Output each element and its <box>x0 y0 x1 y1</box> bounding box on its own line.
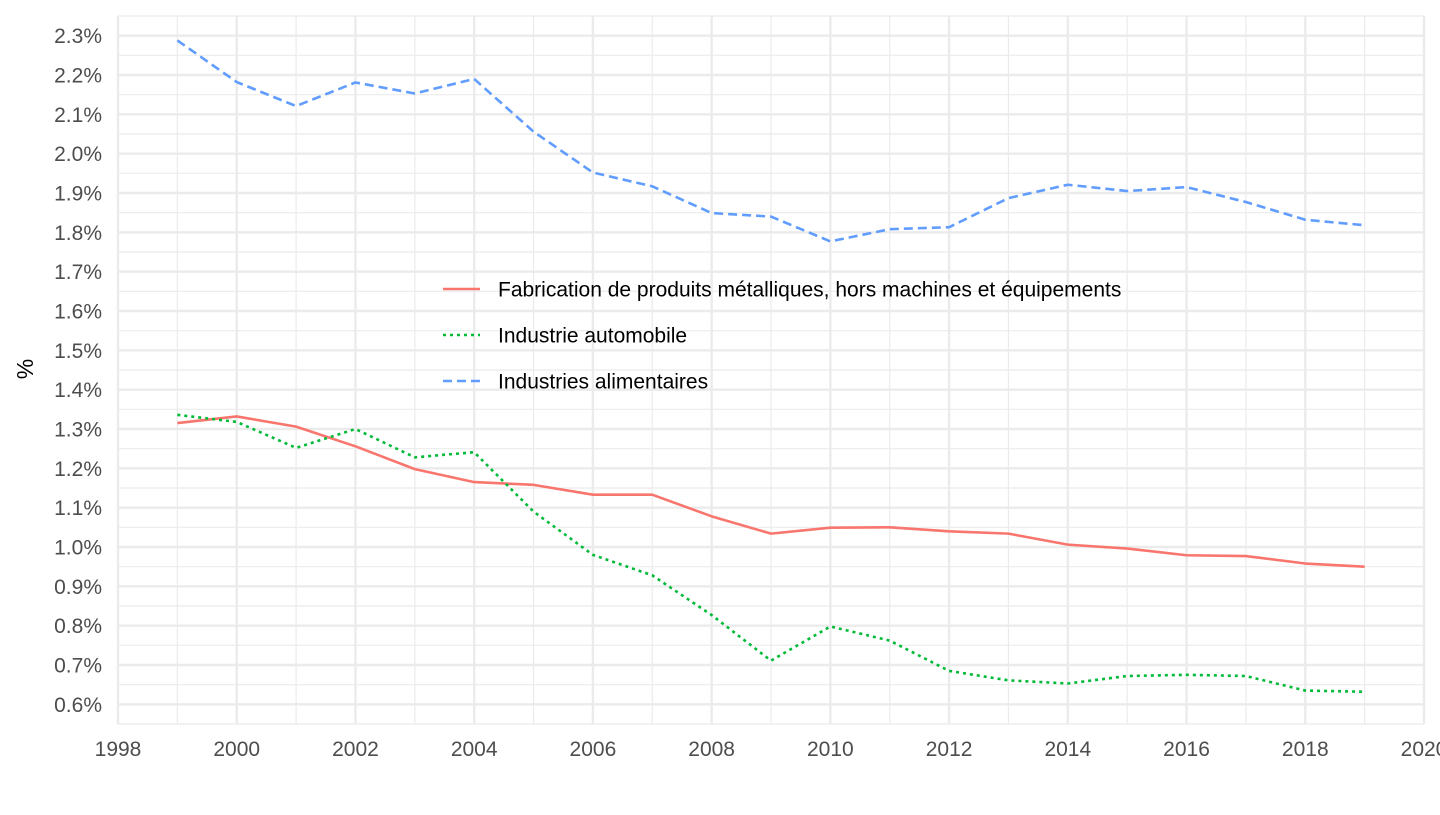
major-gridlines <box>116 16 1426 724</box>
series-lines <box>176 39 1365 694</box>
x-tick-label: 2004 <box>451 738 498 761</box>
y-tick-label: 1.6% <box>54 301 102 324</box>
legend-label-2: Industrie automobile <box>498 325 687 348</box>
series-line-1 <box>177 415 1365 568</box>
y-tick-label: 1.7% <box>54 261 102 284</box>
series-line-2 <box>177 413 1365 694</box>
y-tick-label: 1.9% <box>54 183 102 206</box>
y-tick-label: 1.4% <box>54 379 102 402</box>
x-tick-label: 2016 <box>1163 738 1210 761</box>
x-tick-label: 2014 <box>1044 738 1091 761</box>
y-tick-label: 1.2% <box>54 458 102 481</box>
x-tick-label: 2010 <box>807 738 854 761</box>
legend-label-1: Fabrication de produits métalliques, hor… <box>498 279 1121 302</box>
y-tick-label: 0.8% <box>54 615 102 638</box>
legend: Fabrication de produits métalliques, hor… <box>443 279 1121 394</box>
y-tick-label: 1.3% <box>54 419 102 442</box>
y-tick-label: 2.3% <box>54 25 102 48</box>
y-tick-label: 0.6% <box>54 694 102 717</box>
y-tick-label: 0.9% <box>54 576 102 599</box>
y-tick-label: 2.2% <box>54 65 102 88</box>
y-tick-label: 1.5% <box>54 340 102 363</box>
x-tick-label: 1998 <box>95 738 142 761</box>
y-tick-label: 1.1% <box>54 497 102 520</box>
series-line-3 <box>176 39 1365 243</box>
x-tick-label: 2008 <box>688 738 735 761</box>
y-tick-label: 1.8% <box>54 222 102 245</box>
x-tick-label: 2002 <box>332 738 379 761</box>
x-tick-label: 2006 <box>570 738 617 761</box>
x-tick-label: 2018 <box>1282 738 1329 761</box>
y-tick-label: 2.1% <box>54 104 102 127</box>
minor-gridlines <box>118 15 1424 725</box>
y-tick-label: 2.0% <box>54 143 102 166</box>
y-tick-label: 1.0% <box>54 537 102 560</box>
legend-label-3: Industries alimentaires <box>498 371 708 394</box>
y-axis-label: % <box>12 359 38 379</box>
y-axis-ticks: 0.6% 0.7% 0.8% 0.9% 1.0% 1.1% 1.2% 1.3% 1.4% 1.5%… <box>54 25 102 717</box>
x-tick-label: 2012 <box>926 738 973 761</box>
x-axis-ticks: 1998 2000 2002 2004 2006 2008 2010 2012 2014 2016… <box>95 738 1440 761</box>
y-tick-label: 0.7% <box>54 655 102 678</box>
x-tick-label: 2000 <box>213 738 260 761</box>
